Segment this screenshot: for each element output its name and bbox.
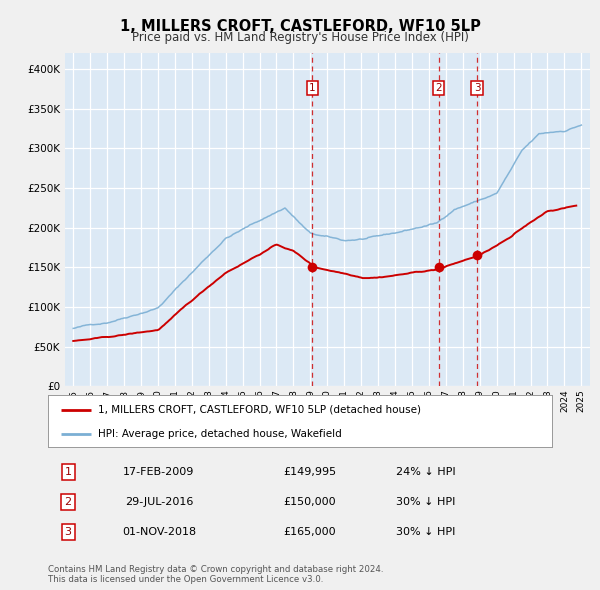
- Text: 1, MILLERS CROFT, CASTLEFORD, WF10 5LP: 1, MILLERS CROFT, CASTLEFORD, WF10 5LP: [119, 19, 481, 34]
- Text: 1: 1: [65, 467, 71, 477]
- Text: 2: 2: [435, 83, 442, 93]
- Text: £149,995: £149,995: [284, 467, 337, 477]
- Text: £165,000: £165,000: [284, 527, 337, 537]
- Text: 1: 1: [309, 83, 316, 93]
- Text: HPI: Average price, detached house, Wakefield: HPI: Average price, detached house, Wake…: [98, 430, 342, 439]
- Text: 2: 2: [65, 497, 72, 507]
- Text: 30% ↓ HPI: 30% ↓ HPI: [397, 527, 455, 537]
- Text: 3: 3: [473, 83, 481, 93]
- Text: 01-NOV-2018: 01-NOV-2018: [122, 527, 196, 537]
- Text: 24% ↓ HPI: 24% ↓ HPI: [396, 467, 456, 477]
- Text: 30% ↓ HPI: 30% ↓ HPI: [397, 497, 455, 507]
- Text: Contains HM Land Registry data © Crown copyright and database right 2024.
This d: Contains HM Land Registry data © Crown c…: [48, 565, 383, 584]
- Text: 1, MILLERS CROFT, CASTLEFORD, WF10 5LP (detached house): 1, MILLERS CROFT, CASTLEFORD, WF10 5LP (…: [98, 405, 421, 415]
- Text: Price paid vs. HM Land Registry's House Price Index (HPI): Price paid vs. HM Land Registry's House …: [131, 31, 469, 44]
- Text: £150,000: £150,000: [284, 497, 337, 507]
- Text: 17-FEB-2009: 17-FEB-2009: [123, 467, 194, 477]
- Text: 29-JUL-2016: 29-JUL-2016: [125, 497, 193, 507]
- Text: 3: 3: [65, 527, 71, 537]
